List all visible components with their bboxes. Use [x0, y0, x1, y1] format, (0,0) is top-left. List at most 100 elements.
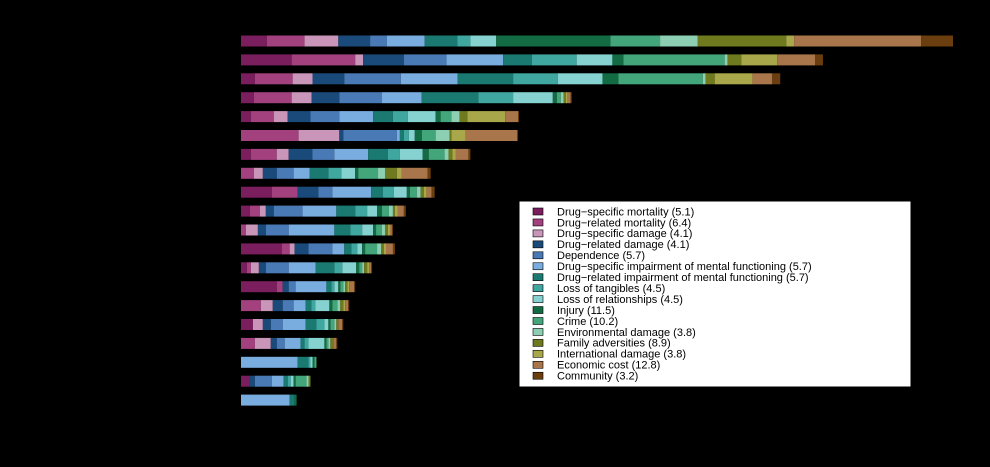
bar-segment-row9-series5 — [318, 186, 333, 198]
bar-segment-row1-series6 — [386, 35, 425, 47]
bar-segment-row5-series1 — [241, 111, 251, 123]
bar-segment-row6-series3 — [298, 130, 340, 141]
bar-segment-row10-series8 — [355, 205, 368, 217]
bar-segment-row2-series15 — [777, 54, 815, 66]
bar-segment-row4-series16 — [570, 92, 572, 104]
bar-segment-row8-series15 — [401, 167, 428, 179]
bar-segment-row2-series1 — [241, 54, 292, 66]
bar-segment-row8-series7 — [309, 167, 329, 179]
bar-segment-row17-series7 — [300, 337, 305, 349]
bar-segment-row12-series8 — [351, 243, 358, 255]
bar-segment-row16-series10 — [328, 319, 331, 330]
bar-segment-row16-series3 — [252, 319, 263, 330]
bar-segment-row11-series7 — [334, 224, 351, 236]
bar-segment-row10-series10 — [377, 205, 383, 217]
bar-segment-row13-series6 — [288, 262, 316, 274]
bar-segment-row2-series4 — [363, 54, 404, 66]
legend-label-10: Injury (11.5) — [557, 305, 615, 317]
bar-segment-row19-series9 — [290, 375, 294, 387]
bar-segment-row16-series16 — [342, 319, 344, 330]
bar-segment-row7-series12 — [444, 148, 449, 160]
bar-segment-row6-series13 — [449, 130, 452, 141]
bar-segment-row15-series8 — [311, 300, 316, 312]
bar-segment-row9-series11 — [409, 186, 417, 198]
bar-segment-row4-series6 — [382, 92, 422, 104]
bar-segment-row14-series13 — [345, 281, 348, 293]
bar-segment-row15-series4 — [272, 300, 283, 312]
bar-segment-row10-series15 — [397, 205, 404, 217]
legend-swatch-13 — [532, 339, 544, 347]
bar-segment-row12-series6 — [332, 243, 345, 255]
bar-segment-row6-series6 — [396, 130, 400, 141]
bar-segment-row9-series12 — [416, 186, 421, 198]
legend-label-14: International damage (3.8) — [557, 349, 686, 361]
bar-segment-row1-series12 — [660, 35, 698, 47]
bar-segment-row17-series2 — [241, 337, 255, 349]
bar-segment-row18-series6 — [241, 356, 298, 368]
bar-segment-row4-series7 — [421, 92, 479, 104]
bar-segment-row19-series11 — [295, 375, 307, 387]
bar-segment-row2-series7 — [503, 54, 532, 66]
bar-segment-row7-series10 — [422, 148, 429, 160]
bar-segment-row2-series9 — [576, 54, 613, 66]
bar-segment-row13-series12 — [362, 262, 365, 274]
bar-segment-row10-series5 — [273, 205, 303, 217]
bar-segment-row11-series4 — [257, 224, 266, 236]
bar-segment-row16-series7 — [305, 319, 317, 330]
legend-swatch-9 — [532, 295, 544, 303]
legend-box — [518, 200, 912, 388]
bar-segment-row17-series5 — [276, 337, 285, 349]
bar-segment-row4-series11 — [556, 92, 561, 104]
bar-segment-row13-series14 — [367, 262, 370, 274]
bar-segment-row10-series2 — [249, 205, 260, 217]
bar-segment-row14-series2 — [276, 281, 283, 293]
bar-segment-row17-series4 — [270, 337, 277, 349]
bar-segment-row18-series11 — [314, 356, 317, 368]
bar-segment-row15-series2 — [241, 300, 261, 312]
bar-segment-row5-series13 — [459, 111, 468, 123]
bar-segment-row9-series15 — [426, 186, 432, 198]
bar-segment-row10-series9 — [367, 205, 378, 217]
bar-segment-row2-series6 — [446, 54, 504, 66]
bar-segment-row10-series16 — [403, 205, 406, 217]
bar-segment-row6-series5 — [343, 130, 397, 141]
bar-segment-row5-series15 — [505, 111, 519, 123]
bar-segment-row3-series5 — [344, 73, 401, 85]
bar-segment-row7-series4 — [288, 148, 313, 160]
bar-segment-row7-series16 — [468, 148, 471, 160]
bar-segment-row19-series10 — [293, 375, 296, 387]
bar-segment-row5-series16 — [518, 111, 520, 123]
bar-segment-row9-series4 — [297, 186, 319, 198]
bar-segment-row5-series5 — [310, 111, 340, 123]
bar-segment-row14-series16 — [354, 281, 356, 293]
bar-segment-row1-series9 — [470, 35, 497, 47]
bar-segment-row6-series2 — [241, 130, 299, 141]
bar-segment-row5-series7 — [373, 111, 393, 123]
bar-segment-row17-series12 — [328, 337, 331, 349]
legend-swatch-11 — [532, 317, 544, 325]
bar-segment-row9-series10 — [406, 186, 410, 198]
bar-segment-row3-series11 — [618, 73, 703, 85]
bar-segment-row3-series3 — [292, 73, 313, 85]
bar-segment-row1-series1 — [241, 35, 267, 47]
bar-segment-row5-series14 — [467, 111, 506, 123]
bar-segment-row12-series7 — [344, 243, 352, 255]
bar-segment-row13-series1 — [241, 262, 247, 274]
bar-segment-row13-series16 — [371, 262, 373, 274]
bar-segment-row11-series5 — [265, 224, 289, 236]
bar-segment-row13-series7 — [315, 262, 335, 274]
bar-segment-row4-series9 — [513, 92, 553, 104]
bar-segment-row5-series3 — [273, 111, 288, 123]
bar-segment-row9-series9 — [393, 186, 407, 198]
bar-segment-row8-series12 — [378, 167, 385, 179]
bar-segment-row11-series8 — [350, 224, 363, 236]
bar-segment-row4-series14 — [565, 92, 568, 104]
legend-swatch-16 — [532, 371, 544, 380]
bar-segment-row16-series12 — [334, 319, 337, 330]
bar-segment-row14-series15 — [349, 281, 355, 293]
bar-segment-row15-series13 — [340, 300, 344, 312]
bar-segment-row8-series8 — [328, 167, 342, 179]
bar-segment-row3-series8 — [513, 73, 558, 85]
bar-segment-row8-series14 — [396, 167, 402, 179]
bar-segment-row15-series15 — [345, 300, 349, 312]
